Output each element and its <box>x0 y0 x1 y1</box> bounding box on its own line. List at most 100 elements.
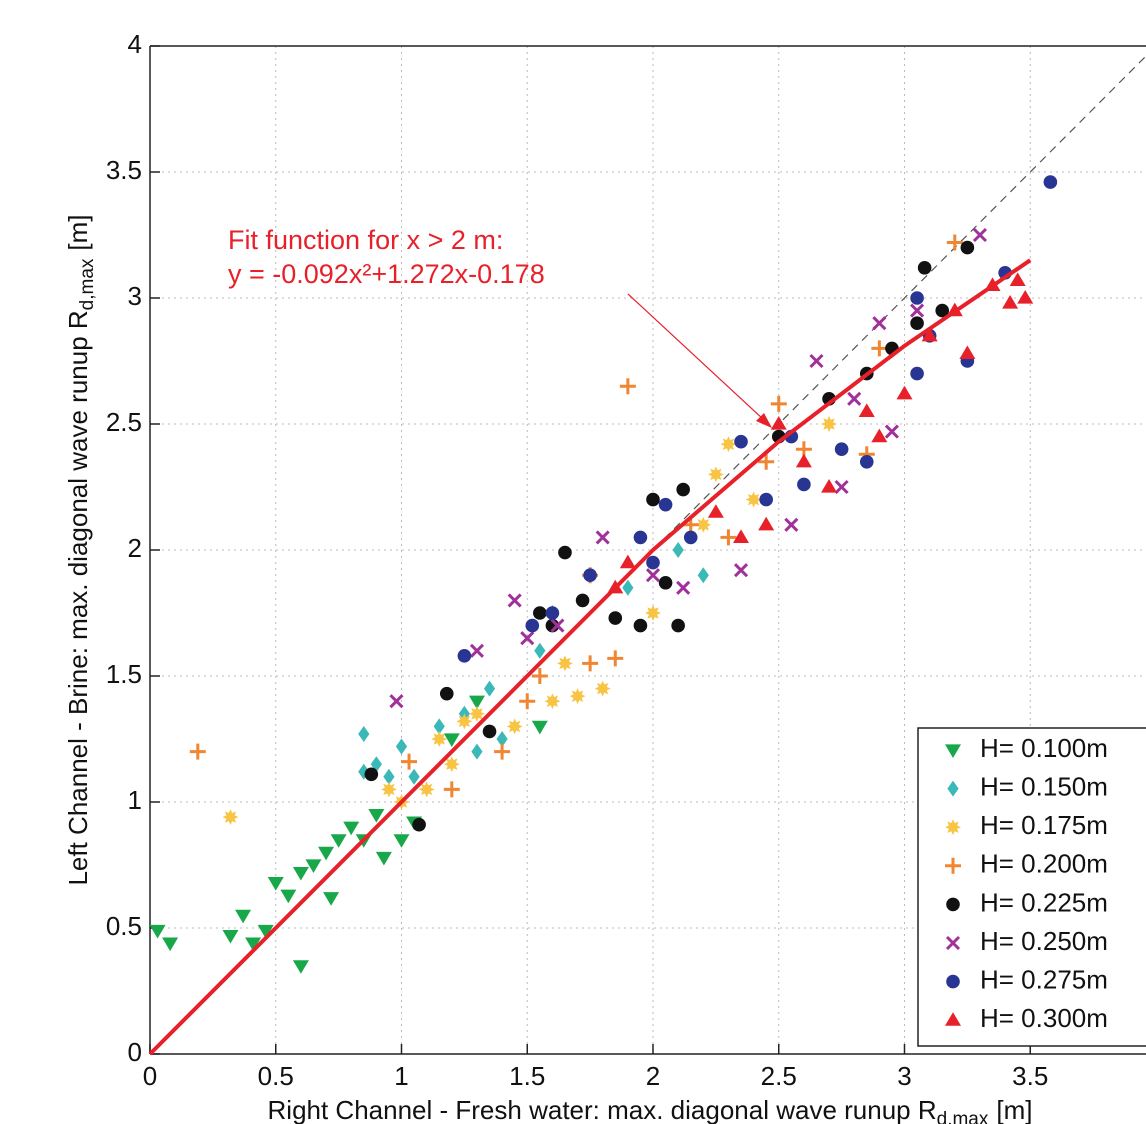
x-tick-label: 3.5 <box>1012 1061 1048 1091</box>
point <box>733 563 749 578</box>
point <box>149 924 166 939</box>
point <box>457 649 472 663</box>
y-tick-label: 2 <box>128 533 142 563</box>
point <box>645 605 661 621</box>
point <box>622 579 634 596</box>
annotation-arrow <box>627 293 765 421</box>
point <box>935 303 950 318</box>
point <box>645 568 661 583</box>
point <box>330 834 347 848</box>
point <box>494 743 511 760</box>
point <box>468 705 485 722</box>
x-axis-label: Right Channel - Fresh water: max. diagon… <box>268 1095 1033 1124</box>
point <box>558 545 572 560</box>
point <box>267 877 284 891</box>
legend-label: H= 0.150m <box>980 771 1108 801</box>
point <box>482 724 497 739</box>
point <box>917 260 932 275</box>
annotation-line: Fit function for x > 2 m: <box>228 225 503 255</box>
point <box>550 618 565 633</box>
point <box>695 516 712 533</box>
point <box>443 733 460 747</box>
point <box>872 316 887 331</box>
point <box>582 655 599 672</box>
point <box>921 327 938 342</box>
point <box>506 718 523 735</box>
x-tick-label: 0.5 <box>258 1061 294 1091</box>
point <box>525 618 540 633</box>
point <box>758 516 775 531</box>
point <box>389 694 404 709</box>
point <box>358 725 370 742</box>
point <box>544 693 561 710</box>
point <box>370 756 382 773</box>
point <box>834 479 849 495</box>
legend-marker <box>946 897 960 912</box>
point <box>720 529 737 546</box>
point <box>531 668 548 684</box>
point <box>431 731 448 747</box>
y-tick-label: 2.5 <box>106 407 142 437</box>
point <box>959 345 976 360</box>
legend-marker <box>945 744 961 758</box>
x-tick-label: 1.5 <box>509 1061 545 1091</box>
y-tick-label: 0.5 <box>106 911 142 941</box>
point <box>222 809 239 826</box>
y-label-sub: d,max <box>77 258 98 310</box>
point <box>496 731 508 747</box>
point <box>507 593 522 608</box>
point <box>619 378 636 395</box>
point <box>720 436 737 453</box>
point <box>519 693 536 710</box>
point <box>676 580 691 595</box>
point <box>847 391 862 406</box>
point <box>439 686 454 701</box>
point <box>443 781 460 798</box>
point <box>468 695 485 710</box>
point <box>520 631 535 646</box>
point <box>619 554 636 569</box>
point <box>871 340 888 357</box>
point <box>745 491 762 508</box>
y-axis-label: Left Channel - Brine: max. diagonal wave… <box>63 214 98 885</box>
y-tick-label: 1.5 <box>106 659 142 689</box>
point <box>483 680 496 697</box>
point <box>758 453 775 470</box>
point <box>395 738 408 755</box>
legend-marker <box>945 857 961 874</box>
point <box>646 492 660 507</box>
point <box>795 453 812 468</box>
x-label-sub: d,max <box>937 1109 989 1124</box>
point <box>697 567 709 584</box>
point <box>418 781 435 798</box>
point <box>821 416 838 432</box>
point <box>343 821 360 836</box>
point <box>531 720 548 735</box>
point <box>358 763 370 780</box>
point <box>759 492 773 507</box>
legend-label: H= 0.200m <box>980 849 1108 879</box>
point <box>443 756 460 773</box>
point <box>162 937 179 952</box>
point <box>412 817 426 832</box>
point <box>1002 295 1019 309</box>
point <box>368 809 385 823</box>
point <box>658 575 673 590</box>
point <box>456 713 473 730</box>
legend-label: H= 0.275m <box>980 964 1108 994</box>
point <box>545 606 560 620</box>
x-label-main: Right Channel - Fresh water: max. diagon… <box>268 1095 937 1124</box>
point <box>607 650 624 667</box>
point <box>364 767 379 782</box>
point <box>608 611 623 625</box>
point <box>960 240 975 255</box>
point <box>821 479 838 493</box>
point <box>871 428 888 443</box>
point <box>734 434 748 449</box>
point <box>633 530 648 545</box>
point <box>534 642 546 659</box>
x-label-unit: [m] <box>996 1095 1032 1124</box>
point <box>834 442 849 457</box>
point <box>910 316 924 331</box>
legend-marker <box>945 819 961 836</box>
